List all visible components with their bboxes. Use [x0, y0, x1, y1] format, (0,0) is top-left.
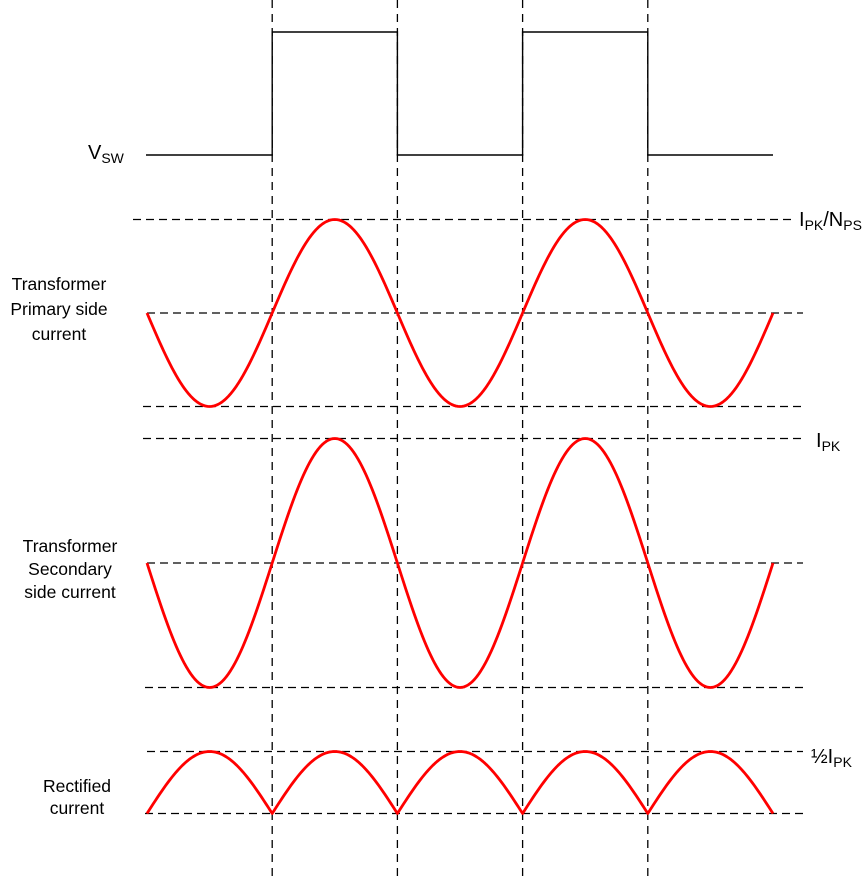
vsw-label: VSW [88, 142, 125, 166]
vsw-square-waveform [146, 31, 773, 156]
primary-row-label: Transformer Primary side current [10, 274, 107, 344]
primary-row-label-line2: Primary side [10, 299, 107, 319]
secondary-row-label-line1: Transformer [23, 536, 118, 556]
half-ipk-label: ½IPK [811, 746, 853, 770]
waveforms [145, 31, 775, 815]
secondary-row-label: Transformer Secondary side current [23, 536, 118, 602]
primary-current-waveform [145, 218, 775, 408]
secondary-row-label-line2: Secondary [28, 559, 112, 579]
primary-row-label-line3: current [32, 324, 87, 344]
primary-row-label-line1: Transformer [12, 274, 107, 294]
secondary-current-waveform [145, 437, 775, 689]
rectified-current-waveform [145, 750, 775, 815]
rectified-row-label: Rectified current [43, 776, 111, 818]
rectified-row-label-line1: Rectified [43, 776, 111, 796]
horizontal-gridlines [133, 218, 805, 815]
ipk-label: IPK [816, 430, 841, 454]
secondary-row-label-line3: side current [24, 582, 116, 602]
ipk-nps-label: IPK/NPS [799, 209, 862, 233]
rectified-row-label-line2: current [50, 798, 105, 818]
